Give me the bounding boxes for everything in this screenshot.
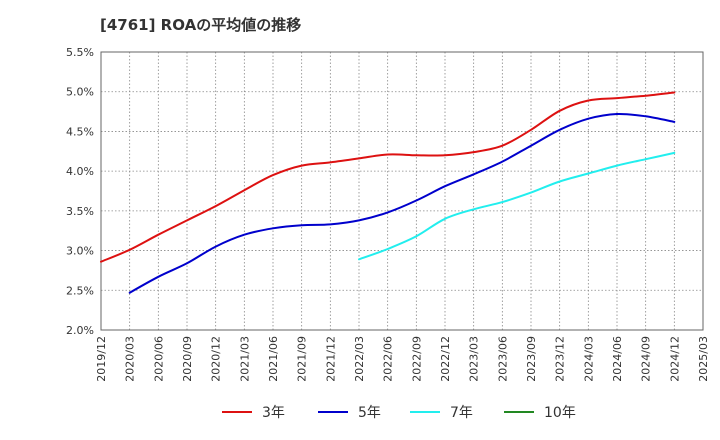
x-tick-label: 2021/03 <box>238 336 251 382</box>
x-tick-label: 2024/12 <box>668 336 681 382</box>
y-tick-label: 2.0% <box>66 324 94 337</box>
x-tick-label: 2020/03 <box>124 336 137 382</box>
series-line-0 <box>100 91 676 263</box>
series-line-2 <box>358 151 676 261</box>
y-tick-label: 3.5% <box>66 205 94 218</box>
y-tick-label: 2.5% <box>66 284 94 297</box>
x-tick-label: 2023/06 <box>496 336 509 382</box>
y-tick-label: 4.0% <box>66 165 94 178</box>
x-tick-label: 2020/09 <box>181 336 194 382</box>
legend: 3年 5年 7年 10年 <box>222 405 576 421</box>
legend-label-1: 5年 <box>358 405 381 421</box>
y-tick-label: 5.5% <box>66 46 94 59</box>
x-tick-label: 2019/12 <box>95 336 108 382</box>
y-axis-ticks: 2.0% 2.5% 3.0% 3.5% 4.0% 4.5% 5.0% 5.5% <box>66 46 94 337</box>
x-tick-label: 2023/03 <box>468 336 481 382</box>
series-line-1 <box>128 112 676 294</box>
x-tick-label: 2023/12 <box>554 336 567 382</box>
y-tick-label: 3.0% <box>66 245 94 258</box>
x-tick-label: 2022/03 <box>353 336 366 382</box>
x-tick-label: 2021/12 <box>324 336 337 382</box>
legend-label-3: 10年 <box>544 405 576 421</box>
x-tick-label: 2021/09 <box>296 336 309 382</box>
x-tick-label: 2020/12 <box>210 336 223 382</box>
x-tick-label: 2022/12 <box>439 336 452 382</box>
legend-label-0: 3年 <box>262 405 285 421</box>
x-tick-label: 2021/06 <box>267 336 280 382</box>
chart-title: [4761] ROAの平均値の推移 <box>100 16 302 34</box>
x-tick-label: 2020/06 <box>152 336 165 382</box>
y-tick-label: 5.0% <box>66 86 94 99</box>
x-tick-label: 2023/09 <box>525 336 538 382</box>
x-tick-label: 2024/03 <box>582 336 595 382</box>
series-lines <box>100 91 676 294</box>
x-axis-ticks: 2019/12 2020/03 2020/06 2020/09 2020/12 2021/… <box>95 336 710 382</box>
y-tick-label: 4.5% <box>66 125 94 138</box>
x-tick-label: 2025/03 <box>697 336 710 382</box>
x-tick-label: 2024/06 <box>611 336 624 382</box>
x-tick-label: 2022/06 <box>382 336 395 382</box>
x-tick-label: 2022/09 <box>410 336 423 382</box>
legend-label-2: 7年 <box>450 405 473 421</box>
x-tick-label: 2024/09 <box>640 336 653 382</box>
plot-area-border <box>100 51 704 331</box>
grid-lines <box>101 52 703 330</box>
